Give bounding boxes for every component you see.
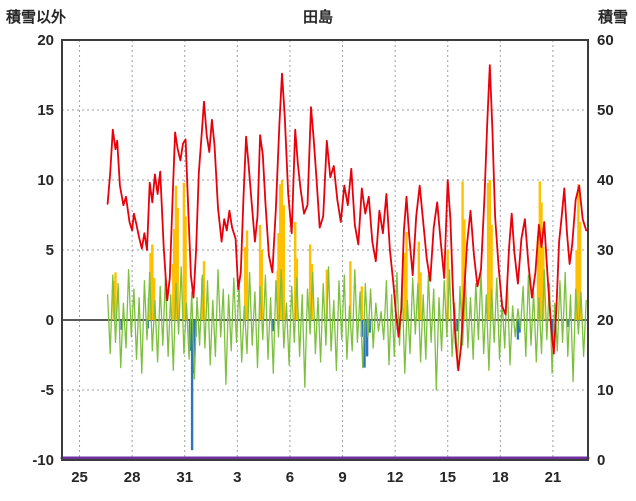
yellow-bars bbox=[538, 181, 541, 320]
yellow-bars bbox=[151, 244, 154, 320]
left-axis-tick-label: 20 bbox=[37, 32, 54, 49]
x-axis-tick-label: 31 bbox=[176, 469, 193, 486]
blue-bars bbox=[272, 320, 275, 332]
yellow-bars bbox=[419, 272, 422, 320]
green-line bbox=[106, 266, 587, 391]
blue-bars bbox=[566, 320, 569, 327]
yellow-bars bbox=[536, 236, 540, 320]
blue-bars bbox=[120, 320, 123, 330]
yellow-bars bbox=[403, 252, 406, 320]
red-line bbox=[106, 64, 588, 372]
yellow-bars bbox=[490, 224, 493, 320]
blue-bars bbox=[368, 320, 371, 333]
right-axis-title: 積雪 bbox=[597, 9, 628, 26]
yellow-bars bbox=[258, 224, 262, 320]
yellow-bars bbox=[152, 278, 156, 320]
yellow-bars bbox=[244, 247, 247, 320]
yellow-bars bbox=[279, 184, 282, 320]
yellow-bars bbox=[184, 216, 187, 320]
blue-bars bbox=[363, 320, 366, 368]
yellow-bars bbox=[349, 261, 352, 320]
left-axis-tick-label: 5 bbox=[46, 242, 54, 259]
yellow-bars bbox=[446, 250, 449, 320]
yellow-bars bbox=[277, 233, 280, 320]
left-axis-tick-label: -10 bbox=[32, 452, 54, 469]
yellow-bars bbox=[245, 230, 249, 320]
x-axis-tick-label: 18 bbox=[492, 469, 509, 486]
yellow-bars bbox=[202, 261, 206, 320]
yellow-bars bbox=[114, 272, 117, 320]
yellow-bars bbox=[182, 182, 186, 320]
yellow-bars bbox=[540, 202, 543, 320]
right-axis-tick-label: 0 bbox=[597, 452, 605, 469]
yellow-bars bbox=[325, 269, 328, 320]
yellow-bars bbox=[174, 185, 178, 320]
blue-bars bbox=[190, 320, 194, 451]
blue-bars bbox=[456, 320, 459, 332]
plot-border bbox=[61, 39, 589, 461]
yellow-bars bbox=[201, 278, 204, 320]
x-axis-tick-label: 15 bbox=[439, 469, 456, 486]
x-axis-tick-label: 28 bbox=[124, 469, 141, 486]
left-axis-tick-label: 0 bbox=[46, 312, 54, 329]
yellow-bars bbox=[486, 182, 490, 320]
chart-title: 田島 bbox=[302, 9, 333, 26]
x-axis-tick-label: 3 bbox=[233, 469, 241, 486]
left-axis-title: 積雪以外 bbox=[6, 9, 67, 26]
yellow-bars bbox=[578, 222, 582, 320]
yellow-bars bbox=[577, 184, 580, 320]
right-axis-tick-label: 40 bbox=[597, 172, 614, 189]
right-axis-tick-label: 50 bbox=[597, 102, 614, 119]
x-axis-tick-label: 6 bbox=[286, 469, 294, 486]
yellow-bars bbox=[294, 222, 297, 320]
yellow-bars bbox=[176, 208, 179, 320]
blue-bars bbox=[516, 320, 520, 340]
x-axis-tick-label: 12 bbox=[387, 469, 404, 486]
yellow-bars bbox=[282, 205, 285, 320]
right-axis-tick-label: 20 bbox=[597, 312, 614, 329]
yellow-bars bbox=[417, 241, 420, 320]
yellow-bars bbox=[488, 180, 491, 320]
yellow-bars bbox=[360, 286, 363, 320]
left-axis-tick-label: 15 bbox=[37, 102, 54, 119]
blue-bars bbox=[365, 320, 369, 357]
yellow-bars bbox=[463, 219, 466, 320]
left-axis-tick-label: 10 bbox=[37, 172, 54, 189]
yellow-bars bbox=[308, 244, 312, 320]
x-axis-tick-label: 9 bbox=[338, 469, 346, 486]
yellow-bars bbox=[280, 180, 284, 320]
x-axis-tick-label: 25 bbox=[71, 469, 88, 486]
yellow-bars bbox=[260, 250, 264, 320]
yellow-bars bbox=[173, 229, 176, 320]
x-axis-tick-label: 21 bbox=[545, 469, 562, 486]
right-axis-tick-label: 30 bbox=[597, 242, 614, 259]
left-axis-tick-label: -5 bbox=[41, 382, 54, 399]
yellow-bars bbox=[575, 250, 578, 320]
right-axis-tick-label: 60 bbox=[597, 32, 614, 49]
yellow-bars bbox=[405, 231, 408, 320]
right-axis-tick-label: 10 bbox=[597, 382, 614, 399]
yellow-bars bbox=[461, 181, 464, 320]
